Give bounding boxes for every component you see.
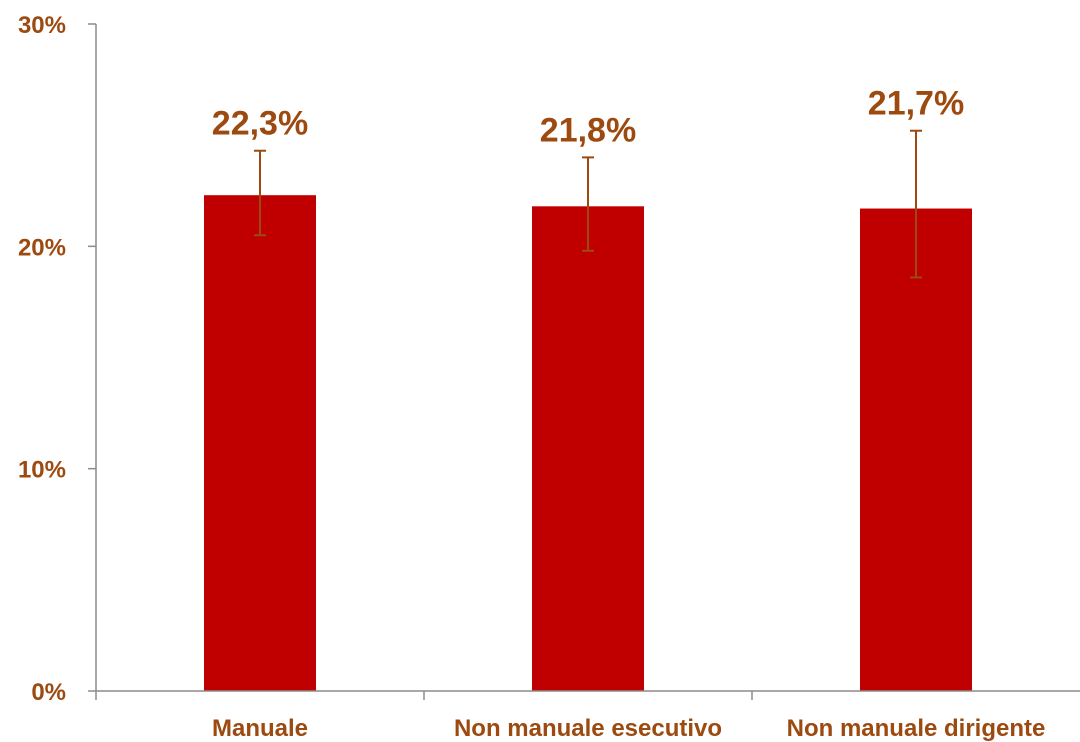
error-bars (254, 129, 922, 279)
data-label: 21,7% (868, 85, 964, 123)
axes (95, 24, 1080, 700)
x-tick-label: Manuale (212, 715, 308, 742)
error-bar (254, 149, 266, 237)
x-axis-ticks: Manuale Non manuale esecutivo Non manuale … (212, 715, 1045, 742)
bar (532, 206, 644, 691)
bar (860, 208, 972, 691)
x-tick-label: Non manuale dirigente (787, 715, 1046, 742)
bars (204, 195, 972, 692)
error-bar (582, 156, 594, 252)
bar (204, 195, 316, 692)
y-tick-label: 0% (31, 679, 66, 706)
x-tick-label: Non manuale esecutivo (454, 715, 722, 742)
data-label: 21,8% (540, 111, 636, 149)
y-tick-label: 30% (18, 12, 66, 39)
data-label: 22,3% (212, 105, 308, 143)
error-bar (910, 129, 922, 279)
y-tick-label: 10% (18, 457, 66, 484)
data-labels: 22,3% 21,8% 21,7% (212, 85, 964, 150)
y-axis-ticks: 0% 10% 20% 30% (18, 12, 96, 706)
y-tick-label: 20% (18, 234, 66, 261)
